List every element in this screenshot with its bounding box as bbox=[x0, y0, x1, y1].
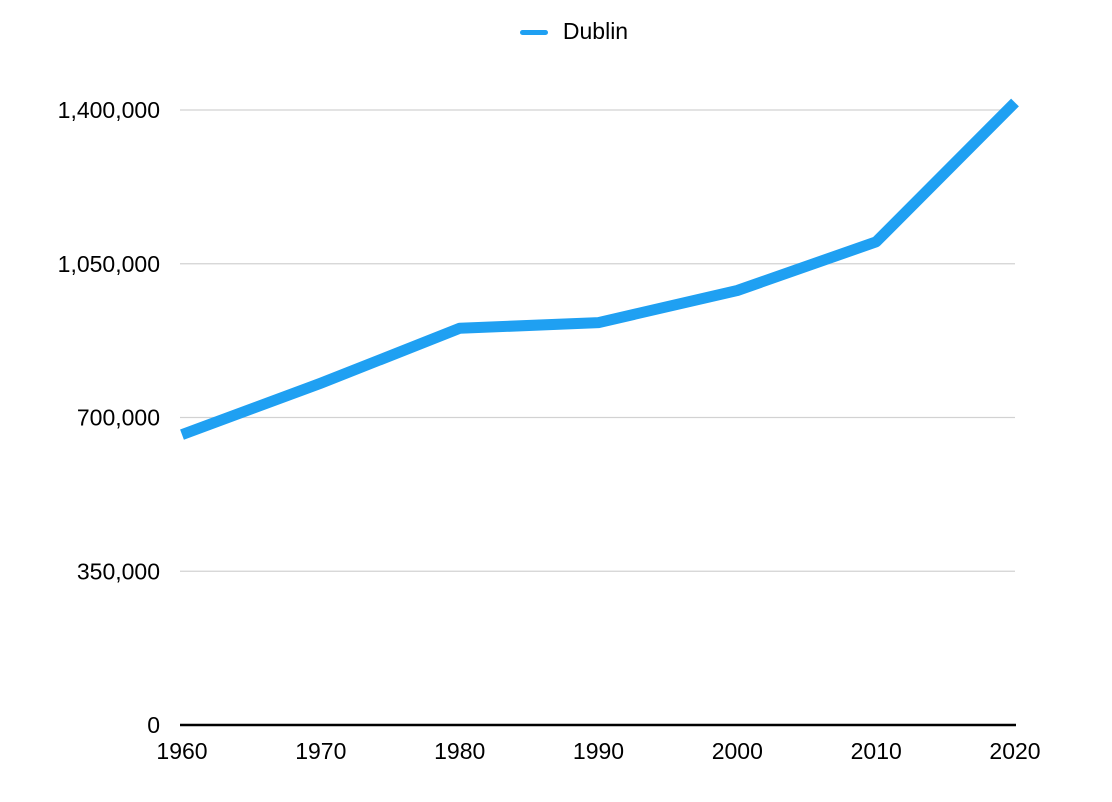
x-axis-tick-label: 2000 bbox=[712, 738, 763, 764]
x-axis-tick-label: 2010 bbox=[851, 738, 902, 764]
data-series-line bbox=[180, 98, 1019, 440]
y-axis-tick-label: 0 bbox=[147, 712, 160, 738]
x-axis-tick-label: 2020 bbox=[989, 738, 1040, 764]
chart-legend: Dublin bbox=[0, 20, 1112, 45]
legend-entry-dublin: Dublin bbox=[519, 18, 629, 45]
y-axis-tick-label: 700,000 bbox=[77, 405, 160, 431]
y-axis-tick-label: 350,000 bbox=[77, 558, 160, 584]
x-axis-tick-label: 1960 bbox=[156, 738, 207, 764]
legend-line-marker-icon bbox=[519, 30, 548, 35]
x-axis-tick-label: 1970 bbox=[295, 738, 346, 764]
x-axis-tick-label: 1980 bbox=[434, 738, 485, 764]
y-axis-tick-label: 1,400,000 bbox=[58, 97, 160, 123]
y-axis-tick-label: 1,050,000 bbox=[58, 251, 160, 277]
legend-series-label: Dublin bbox=[562, 18, 629, 44]
x-axis-tick-label: 1990 bbox=[573, 738, 624, 764]
